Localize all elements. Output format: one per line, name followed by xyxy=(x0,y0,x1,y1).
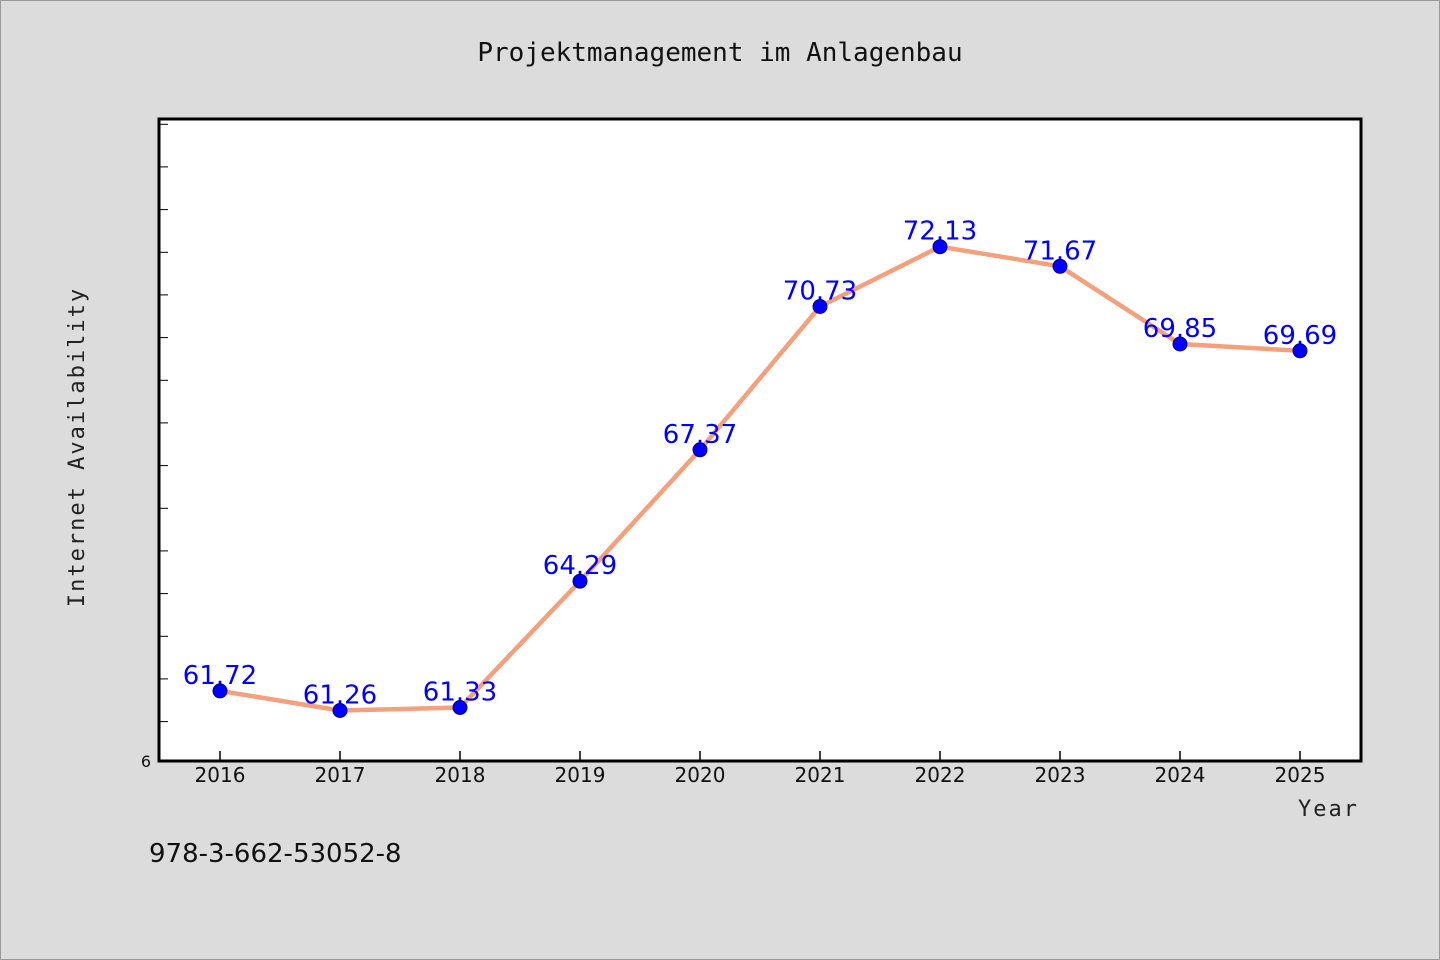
isbn-footer: 978-3-662-53052-8 xyxy=(149,839,402,869)
data-label-layer: 61.72 61.26 61.33 64.29 67.37 70.73 72.13 71.67… xyxy=(183,217,1337,711)
data-point xyxy=(212,683,228,699)
x-tick-label: 2019 xyxy=(555,763,606,787)
data-point xyxy=(932,239,948,255)
data-label: 67.37 xyxy=(663,420,737,450)
x-tick-label: 2023 xyxy=(1035,763,1086,787)
x-tick-label: 2025 xyxy=(1275,763,1326,787)
data-label: 64.29 xyxy=(543,551,617,581)
x-tick-label: 2016 xyxy=(195,763,246,787)
x-tick-label: 2020 xyxy=(675,763,726,787)
data-point xyxy=(572,573,588,589)
x-axis-ticks: 2016 2017 2018 2019 2020 2021 2022 2023 2024 2025 xyxy=(195,751,1326,787)
x-tick-label: 2024 xyxy=(1155,763,1206,787)
data-point xyxy=(1172,336,1188,352)
data-label: 69.69 xyxy=(1263,321,1337,351)
data-label: 71.67 xyxy=(1023,236,1097,266)
data-label: 69.85 xyxy=(1143,314,1217,344)
y-axis-label: Internet Availability xyxy=(65,287,90,607)
data-point xyxy=(1052,258,1068,274)
data-label: 70.73 xyxy=(783,277,857,307)
chart-title: Projektmanagement im Anlagenbau xyxy=(477,38,962,68)
x-tick-label: 2022 xyxy=(915,763,966,787)
y-axis-ticks xyxy=(160,123,168,723)
x-tick-label: 2017 xyxy=(315,763,366,787)
data-point xyxy=(452,700,468,715)
series-layer xyxy=(212,239,1308,718)
x-axis-label: Year xyxy=(1298,797,1359,822)
plot-area xyxy=(157,117,1363,763)
data-label: 61.33 xyxy=(423,678,497,708)
series-line xyxy=(217,244,1303,713)
data-point xyxy=(332,703,348,718)
data-label: 72.13 xyxy=(903,217,977,247)
data-point xyxy=(812,299,828,314)
data-point xyxy=(692,442,708,458)
y-axis-min-label: 6 xyxy=(141,752,151,771)
data-label: 61.72 xyxy=(183,661,257,691)
x-tick-label: 2021 xyxy=(795,763,846,787)
x-tick-label: 2018 xyxy=(435,763,486,787)
data-label: 61.26 xyxy=(303,681,377,711)
data-point xyxy=(1292,343,1308,359)
